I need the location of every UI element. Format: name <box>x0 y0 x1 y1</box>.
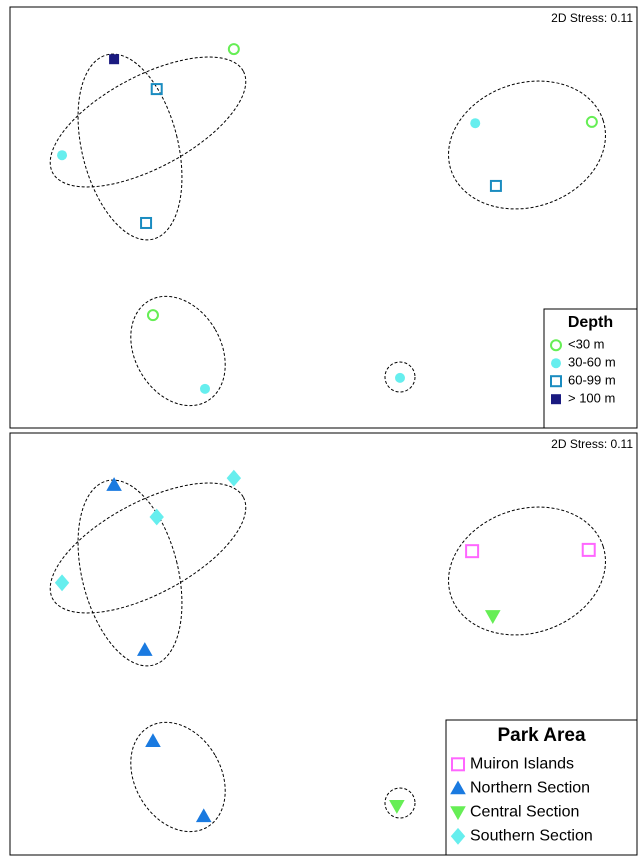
plot-frame <box>9 6 638 429</box>
legend-label: 60-99 m <box>568 373 616 388</box>
marker <box>146 309 159 322</box>
marker <box>140 216 153 229</box>
marker <box>465 544 480 559</box>
marker <box>226 469 242 487</box>
legend-marker <box>450 806 466 821</box>
marker <box>585 115 598 128</box>
group-ellipse <box>77 53 183 241</box>
marker <box>470 118 481 129</box>
legend-marker <box>550 339 562 352</box>
marker <box>150 83 163 96</box>
group-ellipse <box>49 482 247 614</box>
legend-box <box>543 308 638 429</box>
legend-box <box>445 719 638 856</box>
marker <box>106 477 122 491</box>
marker <box>109 54 120 65</box>
legend-label: Central Section <box>470 804 579 821</box>
legend-label: <30 m <box>568 337 605 352</box>
marker <box>484 610 501 624</box>
group-ellipse <box>77 479 183 667</box>
group-ellipse <box>384 787 416 819</box>
legend-marker <box>551 358 561 369</box>
marker <box>199 383 210 394</box>
legend-marker <box>551 394 561 405</box>
legend-title: Park Area <box>497 725 585 746</box>
legend-label: Muiron Islands <box>470 756 574 773</box>
marker <box>581 542 596 557</box>
marker <box>394 372 405 383</box>
marker <box>137 642 153 656</box>
legend-marker <box>450 780 466 795</box>
legend-label: Northern Section <box>470 780 590 797</box>
stress-annotation: 2D Stress: 0.11 <box>551 11 633 25</box>
group-ellipse <box>130 721 226 833</box>
marker <box>195 808 212 823</box>
group-ellipse <box>130 295 226 407</box>
legend-marker <box>451 757 465 772</box>
stress-annotation: 2D Stress: 0.11 <box>551 437 633 451</box>
legend-marker <box>550 375 562 388</box>
legend-label: 30-60 m <box>568 355 616 370</box>
plot-frame <box>9 432 638 856</box>
marker <box>389 800 405 814</box>
group-ellipse <box>49 56 247 188</box>
legend-title: Depth <box>568 314 613 331</box>
legend-label: Southern Section <box>470 828 593 845</box>
group-ellipse <box>448 80 606 210</box>
legend-marker <box>450 827 466 845</box>
marker <box>54 574 70 592</box>
marker <box>489 179 502 192</box>
group-ellipse <box>384 361 416 393</box>
marker <box>145 733 161 748</box>
legend-label: > 100 m <box>568 391 615 406</box>
marker <box>57 150 68 161</box>
marker <box>149 508 164 526</box>
group-ellipse <box>448 506 606 636</box>
marker <box>227 43 240 56</box>
